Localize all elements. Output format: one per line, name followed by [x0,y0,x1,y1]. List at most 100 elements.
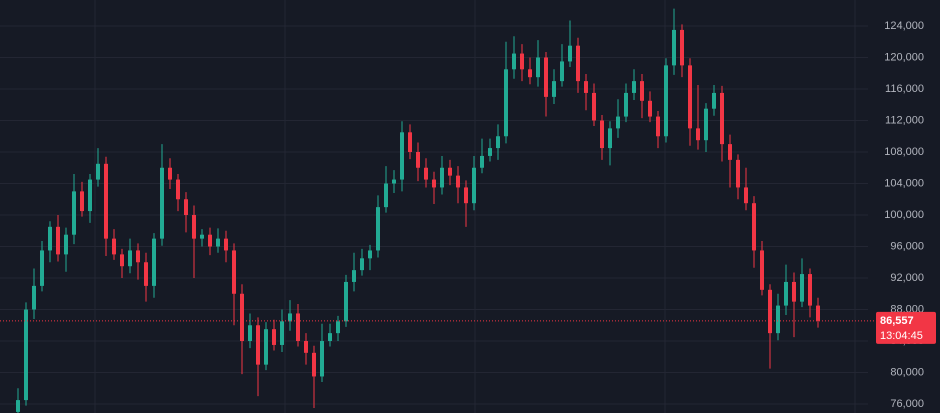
candle-body [544,57,548,97]
candle-body [624,92,628,117]
candle-body [440,167,444,188]
candle-body [816,305,820,321]
candle-body [304,341,308,353]
candle-body [688,65,692,129]
candle-body [352,270,356,282]
candle-body [592,92,596,121]
candle-body [456,175,460,188]
candle-body [600,120,604,149]
candle-body [552,81,556,97]
candle-body [312,352,316,377]
price-box [876,311,936,344]
candle-body [408,132,412,153]
candle-body [152,238,156,286]
candle-body [48,226,52,251]
candle-body [432,179,436,188]
candle-body [648,100,652,117]
candle-body [168,167,172,180]
candle-body [584,81,588,93]
candle-body [744,187,748,204]
candle-body [144,262,148,286]
y-tick-label: 124,000 [884,20,924,32]
candle-body [656,116,660,137]
candle-body [728,144,732,160]
candle-body [664,65,668,137]
candle-body [136,250,140,263]
candle-body [280,321,284,345]
candle-body [384,183,388,208]
candle-body [24,309,28,401]
candle-body [344,281,348,322]
current-price-label: 86,557 [880,315,914,327]
y-tick-label: 120,000 [884,51,924,63]
candle-body [224,238,228,251]
candle-body [264,329,268,365]
candle-body [640,81,644,101]
candle-body [272,329,276,345]
candle-body [40,250,44,286]
candle-body [616,116,620,129]
candle-body [184,199,188,216]
candle-body [672,29,676,66]
y-tick-label: 80,000 [890,366,924,378]
candle-body [176,179,180,200]
candle-body [528,69,532,78]
candle-body [696,128,700,141]
candle-body [448,167,452,176]
candle-body [488,148,492,156]
candle-body [720,92,724,145]
candle-body [768,289,772,334]
candle-body [288,313,292,322]
candle-body [536,57,540,78]
candle-body [56,226,60,255]
y-tick-label: 104,000 [884,177,924,189]
candle-body [80,191,84,212]
candle-body [472,167,476,204]
candle-body [784,281,788,306]
candle-body [216,238,220,247]
candle-body [72,191,76,235]
y-tick-label: 112,000 [885,114,924,126]
candle-body [368,250,372,259]
candle-body [512,53,516,70]
candle-body [328,333,332,342]
y-tick-label: 100,000 [884,209,924,221]
candle-body [32,285,36,310]
y-tick-label: 92,000 [890,272,924,284]
candle-body [160,167,164,239]
y-tick-label: 96,000 [890,240,924,252]
candle-body [112,238,116,255]
candle-body [632,81,636,93]
candle-body [416,152,420,168]
candle-body [792,281,796,302]
countdown: 13:04:45 [880,330,923,342]
candle-body [128,250,132,267]
candle-body [360,258,364,271]
candle-body [192,215,196,239]
candle-body [208,234,212,247]
y-tick-label: 76,000 [890,398,924,410]
candle-body [712,92,716,109]
candle-body [568,45,572,62]
candle-body [64,234,68,255]
candle-body [496,136,500,149]
candle-body [200,234,204,239]
candle-body [680,29,684,66]
candle-body [296,313,300,342]
candle-body [808,274,812,306]
candle-body [776,305,780,334]
candle-body [608,128,612,149]
candle-body [400,132,404,180]
candle-body [88,179,92,212]
candle-body [576,45,580,82]
y-tick-label: 108,000 [884,146,924,158]
candle-body [760,250,764,290]
candle-body [240,293,244,342]
candle-body [16,400,20,412]
candle-body [256,325,260,365]
candle-body [704,108,708,141]
candle-body [104,163,108,239]
